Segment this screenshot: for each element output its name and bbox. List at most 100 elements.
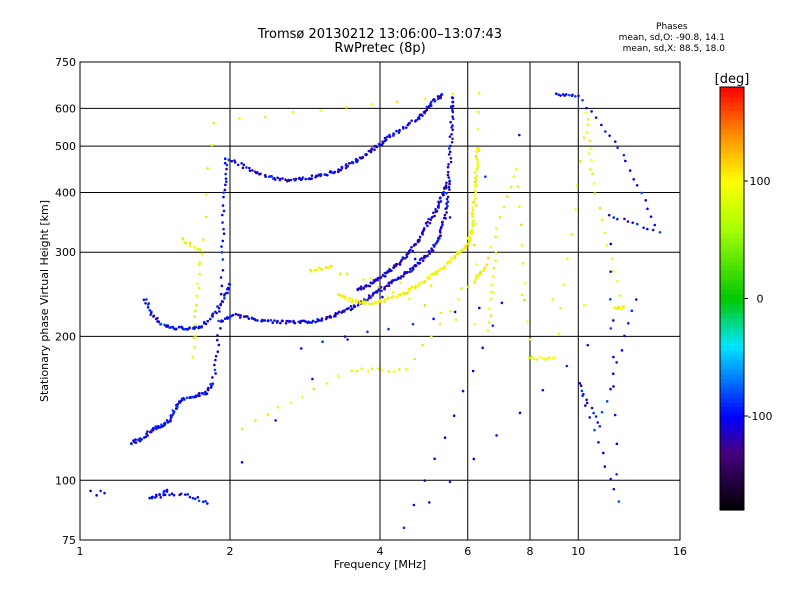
data-point: [359, 301, 362, 305]
data-point: [245, 166, 248, 169]
data-point: [369, 149, 373, 153]
colorbar-segment: [720, 364, 744, 370]
data-point: [590, 158, 593, 162]
data-point: [615, 442, 619, 446]
data-point: [172, 410, 176, 413]
data-point: [222, 227, 225, 231]
data-point: [430, 334, 433, 338]
data-point: [559, 307, 562, 310]
y-tick-label: 200: [55, 330, 76, 343]
colorbar-segment: [720, 401, 744, 408]
data-point: [475, 167, 479, 171]
data-point: [439, 234, 443, 237]
data-point: [367, 149, 371, 153]
data-point: [365, 300, 369, 304]
data-point: [403, 256, 407, 260]
data-point: [223, 157, 227, 160]
data-point: [388, 133, 391, 137]
data-point: [582, 392, 585, 396]
data-point: [146, 303, 150, 306]
data-point: [318, 319, 321, 322]
data-point: [476, 165, 480, 169]
data-point: [409, 267, 412, 271]
data-point: [646, 227, 649, 231]
data-point: [300, 319, 303, 323]
data-point: [311, 319, 315, 323]
data-point: [218, 310, 221, 313]
data-point: [195, 303, 198, 307]
data-point: [224, 183, 227, 187]
data-point: [188, 244, 192, 248]
colorbar-segment: [720, 195, 744, 201]
data-point: [414, 284, 417, 288]
data-point: [453, 310, 457, 314]
data-point: [201, 252, 204, 255]
data-point: [157, 424, 160, 428]
data-point: [309, 269, 313, 273]
data-point: [438, 322, 442, 326]
data-point: [449, 156, 453, 160]
data-point: [319, 109, 322, 112]
data-point: [273, 319, 276, 322]
colorbar-segment: [720, 185, 744, 191]
data-point: [246, 315, 249, 318]
data-point: [616, 146, 619, 150]
data-point: [275, 321, 279, 324]
data-point: [520, 293, 524, 297]
colorbar-segment: [720, 331, 744, 337]
data-point: [343, 309, 346, 312]
colorbar-segment: [720, 213, 744, 220]
data-point: [420, 257, 423, 260]
data-point: [172, 327, 176, 330]
data-point: [423, 479, 427, 482]
data-point: [193, 497, 197, 501]
data-point: [168, 493, 171, 497]
data-point: [575, 184, 579, 187]
data-point: [535, 358, 539, 361]
data-point: [586, 118, 590, 121]
data-point: [459, 251, 462, 255]
data-point: [377, 276, 381, 280]
data-point: [526, 320, 529, 323]
data-point: [445, 181, 448, 185]
data-point: [177, 400, 181, 403]
data-point: [445, 202, 448, 205]
data-point: [301, 395, 304, 399]
data-point: [198, 272, 202, 276]
data-point: [204, 193, 208, 197]
data-point: [392, 132, 396, 136]
data-point: [361, 155, 364, 159]
data-point: [473, 184, 477, 187]
colorbar-segment: [720, 378, 744, 384]
data-point: [473, 170, 476, 174]
data-point: [194, 334, 197, 337]
data-point: [159, 496, 163, 499]
data-point: [89, 489, 92, 493]
data-point: [391, 294, 395, 298]
colorbar-segment: [720, 256, 744, 262]
data-point: [649, 215, 653, 218]
data-point: [604, 130, 607, 133]
data-point: [344, 296, 348, 300]
data-point: [216, 350, 220, 354]
data-point: [551, 298, 555, 301]
data-point: [615, 361, 618, 364]
data-point: [369, 277, 373, 280]
data-point: [157, 320, 161, 324]
data-point: [530, 355, 533, 359]
data-point: [559, 94, 562, 97]
data-point: [609, 242, 613, 246]
data-point: [311, 377, 314, 381]
colorbar-segment: [720, 326, 744, 332]
data-point: [99, 489, 102, 493]
data-point: [448, 216, 452, 219]
data-point: [367, 294, 371, 297]
data-point: [284, 321, 288, 325]
data-point: [418, 282, 421, 286]
data-point: [395, 100, 399, 104]
data-point: [467, 285, 470, 289]
x-tick-label: 2: [227, 545, 234, 558]
data-point: [392, 370, 396, 373]
data-point: [204, 215, 208, 219]
